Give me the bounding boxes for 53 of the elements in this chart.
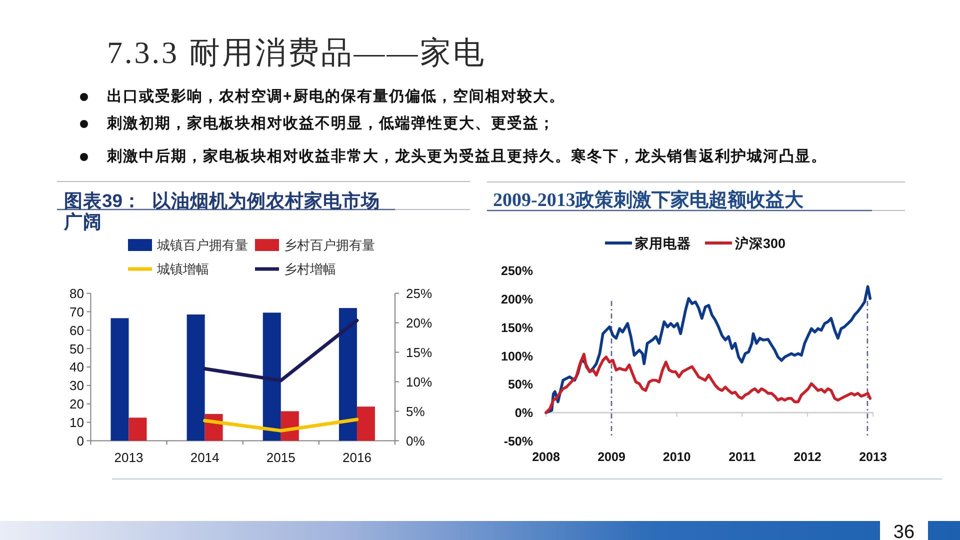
- legend-label: 乡村增幅: [284, 262, 336, 277]
- bar: [338, 308, 357, 441]
- legend-label: 家用电器: [634, 234, 691, 251]
- line-series: [544, 285, 872, 414]
- legend-label: 沪深300: [734, 234, 786, 251]
- x-tick-label: 2008: [532, 450, 560, 464]
- x-tick-label: 2011: [728, 450, 756, 464]
- y-tick-label: 10: [70, 414, 84, 430]
- y-tick-label: 80: [70, 286, 84, 301]
- y-tick-label: 40: [70, 360, 84, 375]
- bar: [186, 314, 205, 441]
- text: 刺激中后期，家电板块相对收益非常大，龙头更为受益且更持久。寒冬下，龙头销售返利护城河凸显。: [107, 147, 827, 167]
- y-tick-label: 50: [70, 341, 84, 356]
- x-tick-label: 2009: [598, 450, 626, 464]
- x-tick-label: 2014: [190, 450, 220, 465]
- chart-title: 图表39： 以油烟机为例农村家电市场广阔: [64, 190, 381, 232]
- y-tick-label: 150%: [501, 320, 533, 335]
- legend-label: 乡村百户拥有量: [284, 238, 375, 253]
- y2-tick-label: 25%: [406, 286, 432, 301]
- x-tick-label: 2012: [794, 450, 822, 464]
- y2-tick-label: 5%: [406, 404, 426, 419]
- bar: [356, 406, 375, 441]
- y-tick-label: -50%: [504, 434, 533, 448]
- text: 刺激初期，家电板块相对收益不明显，低端弹性更大、更受益；: [107, 114, 555, 134]
- text: 36: [893, 522, 915, 540]
- text: 出口或受影响，农村空调+厨电的保有量仍偏低，空间相对较大。: [107, 87, 565, 107]
- bar: [128, 418, 147, 441]
- y2-tick-label: 20%: [406, 315, 432, 330]
- y-tick-label: 70: [70, 304, 84, 320]
- y-tick-label: 50%: [508, 378, 533, 392]
- y-tick-label: 30: [70, 378, 84, 394]
- bar: [262, 312, 281, 441]
- y-tick-label: 200%: [501, 292, 533, 307]
- x-tick-label: 2013: [114, 450, 144, 465]
- bar: [110, 318, 129, 441]
- x-tick-label: 2013: [859, 450, 887, 464]
- y2-tick-label: 15%: [406, 344, 432, 360]
- y2-tick-label: 10%: [406, 374, 432, 390]
- x-tick-label: 2016: [342, 450, 372, 465]
- y-tick-label: 20: [70, 396, 84, 412]
- y-tick-label: 0%: [514, 406, 533, 420]
- x-tick-label: 2015: [266, 450, 296, 465]
- y-tick-label: 100%: [501, 349, 533, 364]
- text: 7.3.3 耐用消费品——家电: [107, 35, 486, 71]
- y-tick-label: 250%: [501, 264, 533, 278]
- legend-label: 城镇百户拥有量: [156, 238, 248, 253]
- y-tick-label: 0: [76, 433, 84, 448]
- y2-tick-label: 0%: [406, 433, 426, 448]
- x-tick-label: 2010: [662, 450, 691, 464]
- line-series: [544, 352, 872, 414]
- legend-label: 城镇增幅: [156, 262, 209, 277]
- chart-title: 2009-2013政策刺激下家电超额收益大: [493, 190, 804, 211]
- y-tick-label: 60: [70, 322, 84, 338]
